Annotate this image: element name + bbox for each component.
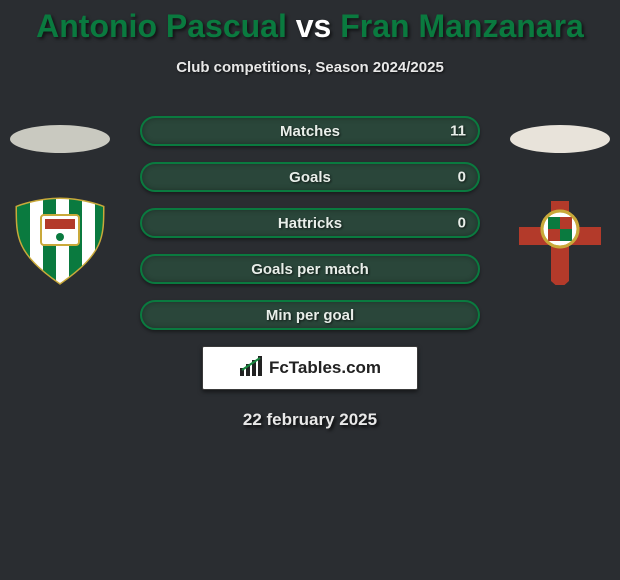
comparison-card: Antonio Pascual vs Fran Manzanara Club c…: [0, 0, 620, 430]
title: Antonio Pascual vs Fran Manzanara: [0, 0, 620, 45]
title-vs: vs: [296, 8, 332, 44]
subtitle: Club competitions, Season 2024/2025: [0, 59, 620, 76]
brand-text: FcTables.com: [269, 358, 381, 378]
brand-chart-icon: [239, 356, 263, 381]
title-player1: Antonio Pascual: [36, 8, 287, 44]
stat-right-value: 11: [450, 123, 466, 140]
avatar-right: [505, 125, 615, 285]
brand-box: FcTables.com: [202, 346, 418, 390]
title-player2: Fran Manzanara: [340, 8, 584, 44]
date-label: 22 february 2025: [0, 410, 620, 430]
racing-ferrol-crest-icon: [511, 197, 609, 285]
stat-row-hattricks: Hattricks 0: [140, 208, 480, 238]
player-silhouette-icon: [510, 125, 610, 153]
stat-row-goals-per-match: Goals per match: [140, 254, 480, 284]
stat-label: Goals per match: [251, 261, 369, 278]
stat-label: Matches: [280, 123, 340, 140]
player-silhouette-icon: [10, 125, 110, 153]
stat-row-min-per-goal: Min per goal: [140, 300, 480, 330]
stat-label: Hattricks: [278, 215, 342, 232]
stat-label: Min per goal: [266, 307, 354, 324]
stat-right-value: 0: [458, 215, 466, 232]
stat-row-matches: Matches 11: [140, 116, 480, 146]
club-crest-right: [511, 197, 609, 285]
cordoba-crest-icon: [11, 197, 109, 285]
stat-pill-list: Matches 11 Goals 0 Hattricks 0 Goals per…: [140, 116, 480, 330]
stat-row-goals: Goals 0: [140, 162, 480, 192]
stat-right-value: 0: [458, 169, 466, 186]
club-crest-left: [11, 197, 109, 285]
stat-label: Goals: [289, 169, 331, 186]
avatar-left: [5, 125, 115, 285]
